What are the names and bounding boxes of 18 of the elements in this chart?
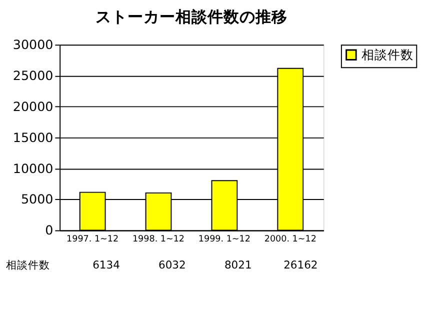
y-tick-label: 5000 [20,192,54,207]
y-tick-label: 30000 [12,37,54,52]
y-tick-label: 0 [45,222,54,238]
data-label: 6032 [158,258,186,272]
data-label: 26162 [284,258,318,272]
y-tick-label: 25000 [12,68,54,83]
y-tick-label: 10000 [12,160,54,176]
y-tick-label: 15000 [12,130,54,145]
data-label: 6134 [92,258,120,272]
x-tick-label: 2000. 1~12 [264,234,316,244]
x-tick-label: 1998. 1~12 [132,234,185,244]
legend-label: 相談件数 [361,46,414,62]
x-tick-label: 1999. 1~12 [198,234,250,244]
x-tick-label: 1997. 1~12 [66,234,119,244]
y-tick-label: 20000 [12,98,54,114]
data-label: 8021 [224,258,252,272]
text: 相談件数 [6,258,50,272]
chart-title: ストーカー相談件数の推移 [95,7,288,26]
